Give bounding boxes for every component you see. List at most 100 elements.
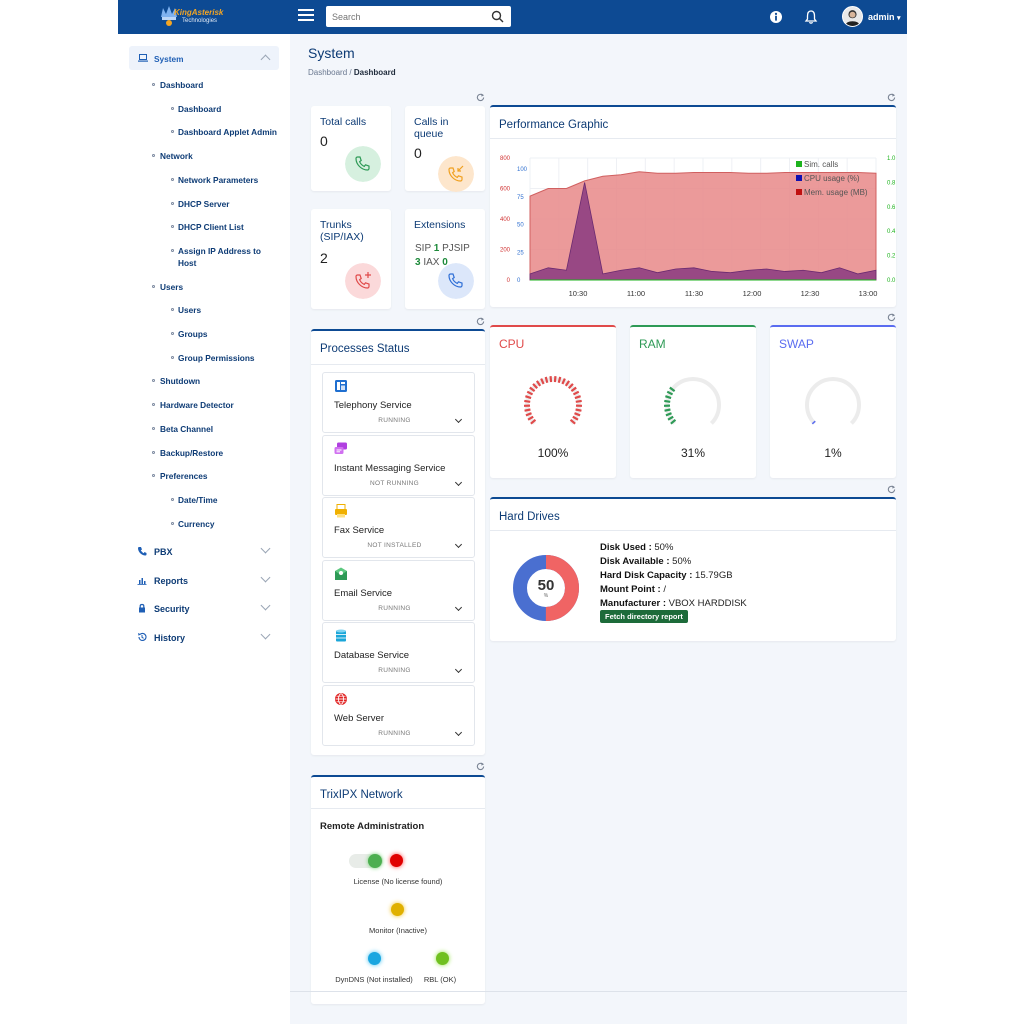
process-item[interactable]: Fax Service NOT INSTALLED [322,497,475,558]
gauge-tick [524,399,531,403]
legend-swatch [796,161,802,167]
x-tick-label: 12:00 [743,289,762,298]
extensions-card[interactable]: Extensions SIP 1 PJSIP 3 IAX 0 [405,209,485,309]
gauge-tick [665,395,672,400]
donut-center [528,570,564,606]
gauge-tick [575,408,582,412]
bullet-icon [171,497,174,501]
sidebar-item-label: Shutdown [160,376,201,387]
card-divider [311,808,485,809]
sidebar-item-label: DHCP Server [178,198,230,209]
stat-title-line2: (SIP/IAX) [320,231,364,243]
bullet-icon [152,379,155,383]
mount-point-label: Mount Point : [600,584,661,595]
fetch-directory-report-button[interactable]: Fetch directory report [600,610,688,623]
process-item[interactable]: Email Service RUNNING [322,559,475,621]
card-divider [490,530,896,531]
total-calls-card[interactable]: Total calls 0 [311,106,391,191]
menu-toggle-icon[interactable] [298,9,314,23]
dyndns-status-led [368,952,381,965]
sip-label: SIP [415,243,431,254]
manufacturer-label: Manufacturer : [600,598,666,609]
chevron-down-icon [260,629,271,639]
card-title: TrixIPX Network [320,789,403,801]
process-name: Telephony Service [334,400,412,411]
gauge-tick [527,415,534,421]
gauge-tick [553,376,557,383]
sidebar-item-label: Assign IP Address to [178,245,261,256]
gauge-tick [557,376,562,384]
legend-swatch [796,175,802,181]
license-toggle[interactable] [349,854,383,868]
bullet-icon [171,130,174,134]
remote-admin-title: Remote Administration [320,821,425,832]
chevron-down-icon [260,600,271,611]
legend-swatch [796,189,802,195]
process-name: Fax Service [334,525,385,536]
process-item[interactable]: Web Server RUNNING [322,684,475,746]
sidebar-item-label: DHCP Client List [178,222,244,233]
cpu-usage-area [529,182,877,281]
search-input[interactable] [326,6,486,27]
footer-divider [290,991,907,992]
gauge-value: 100% [537,446,569,460]
card-divider [490,138,896,139]
bullet-icon [171,355,174,359]
calls-in-queue-card[interactable]: Calls in queue 0 [405,106,485,192]
refresh-icon[interactable] [887,313,896,322]
process-item[interactable]: Telephony Service RUNNING [322,372,475,433]
iax-count: 0 [442,257,448,268]
trunks-card[interactable]: Trunks (SIP/IAX) 2 [311,209,391,309]
disk-capacity-line: Hard Disk Capacity : 15.79GB [600,570,733,581]
sip-count: 1 [433,243,440,254]
user-menu[interactable]: admin ▾ [868,12,901,22]
fax-icon [335,504,347,518]
refresh-icon[interactable] [476,762,485,771]
disk-used-value: 50% [654,542,674,553]
card-divider [311,364,485,365]
process-status: RUNNING [378,604,411,612]
y-tick-label-cpu: 50 [517,223,524,229]
search-box [326,6,511,27]
chat-icon [334,442,347,454]
disk-available-label: Disk Available : [600,556,670,567]
disk-used-line: Disk Used : 50% [600,542,673,553]
process-name: Email Service [334,587,393,599]
rbl-status-led [436,952,449,965]
sidebar-section-label: History [154,632,186,643]
breadcrumb-root[interactable]: Dashboard [308,68,348,77]
search-icon[interactable] [491,10,504,23]
refresh-icon[interactable] [476,317,485,326]
brand-logo[interactable]: KingAsterisk Technologies [160,5,223,29]
card-title: Processes Status [320,343,410,355]
avatar[interactable] [842,6,863,27]
refresh-icon[interactable] [887,93,896,102]
gauge-tick [666,390,674,396]
sidebar-item-system[interactable]: System [129,46,279,70]
phone-icon [138,547,147,556]
disk-available-value: 50% [672,556,692,567]
bullet-icon [152,426,155,430]
process-item[interactable]: Database Service RUNNING [322,622,475,683]
phone-icon [345,146,381,182]
laptop-icon [138,54,148,62]
bell-icon[interactable] [803,9,819,25]
extension-phone-icon [438,263,474,299]
gauge-tick [572,390,580,396]
info-icon[interactable] [768,9,784,25]
gauge-title: RAM [639,337,666,351]
refresh-icon[interactable] [476,93,485,102]
stat-title-line1: Trunks [320,219,352,231]
gauge-tick [568,383,574,390]
legend-label: CPU usage (%) [804,174,860,183]
bullet-icon [171,248,174,252]
manufacturer-line: Manufacturer : VBOX HARDDISK [600,598,747,609]
gauge-title: CPU [499,337,525,351]
process-status: NOT RUNNING [369,479,420,487]
gauge-value: 31% [680,446,706,460]
y-tick-label-calls: 0.2 [887,254,896,260]
process-item[interactable]: Instant Messaging Service NOT RUNNING [322,434,475,496]
database-icon [336,629,346,642]
y-tick-label-mem: 800 [500,156,511,162]
refresh-icon[interactable] [887,485,896,494]
